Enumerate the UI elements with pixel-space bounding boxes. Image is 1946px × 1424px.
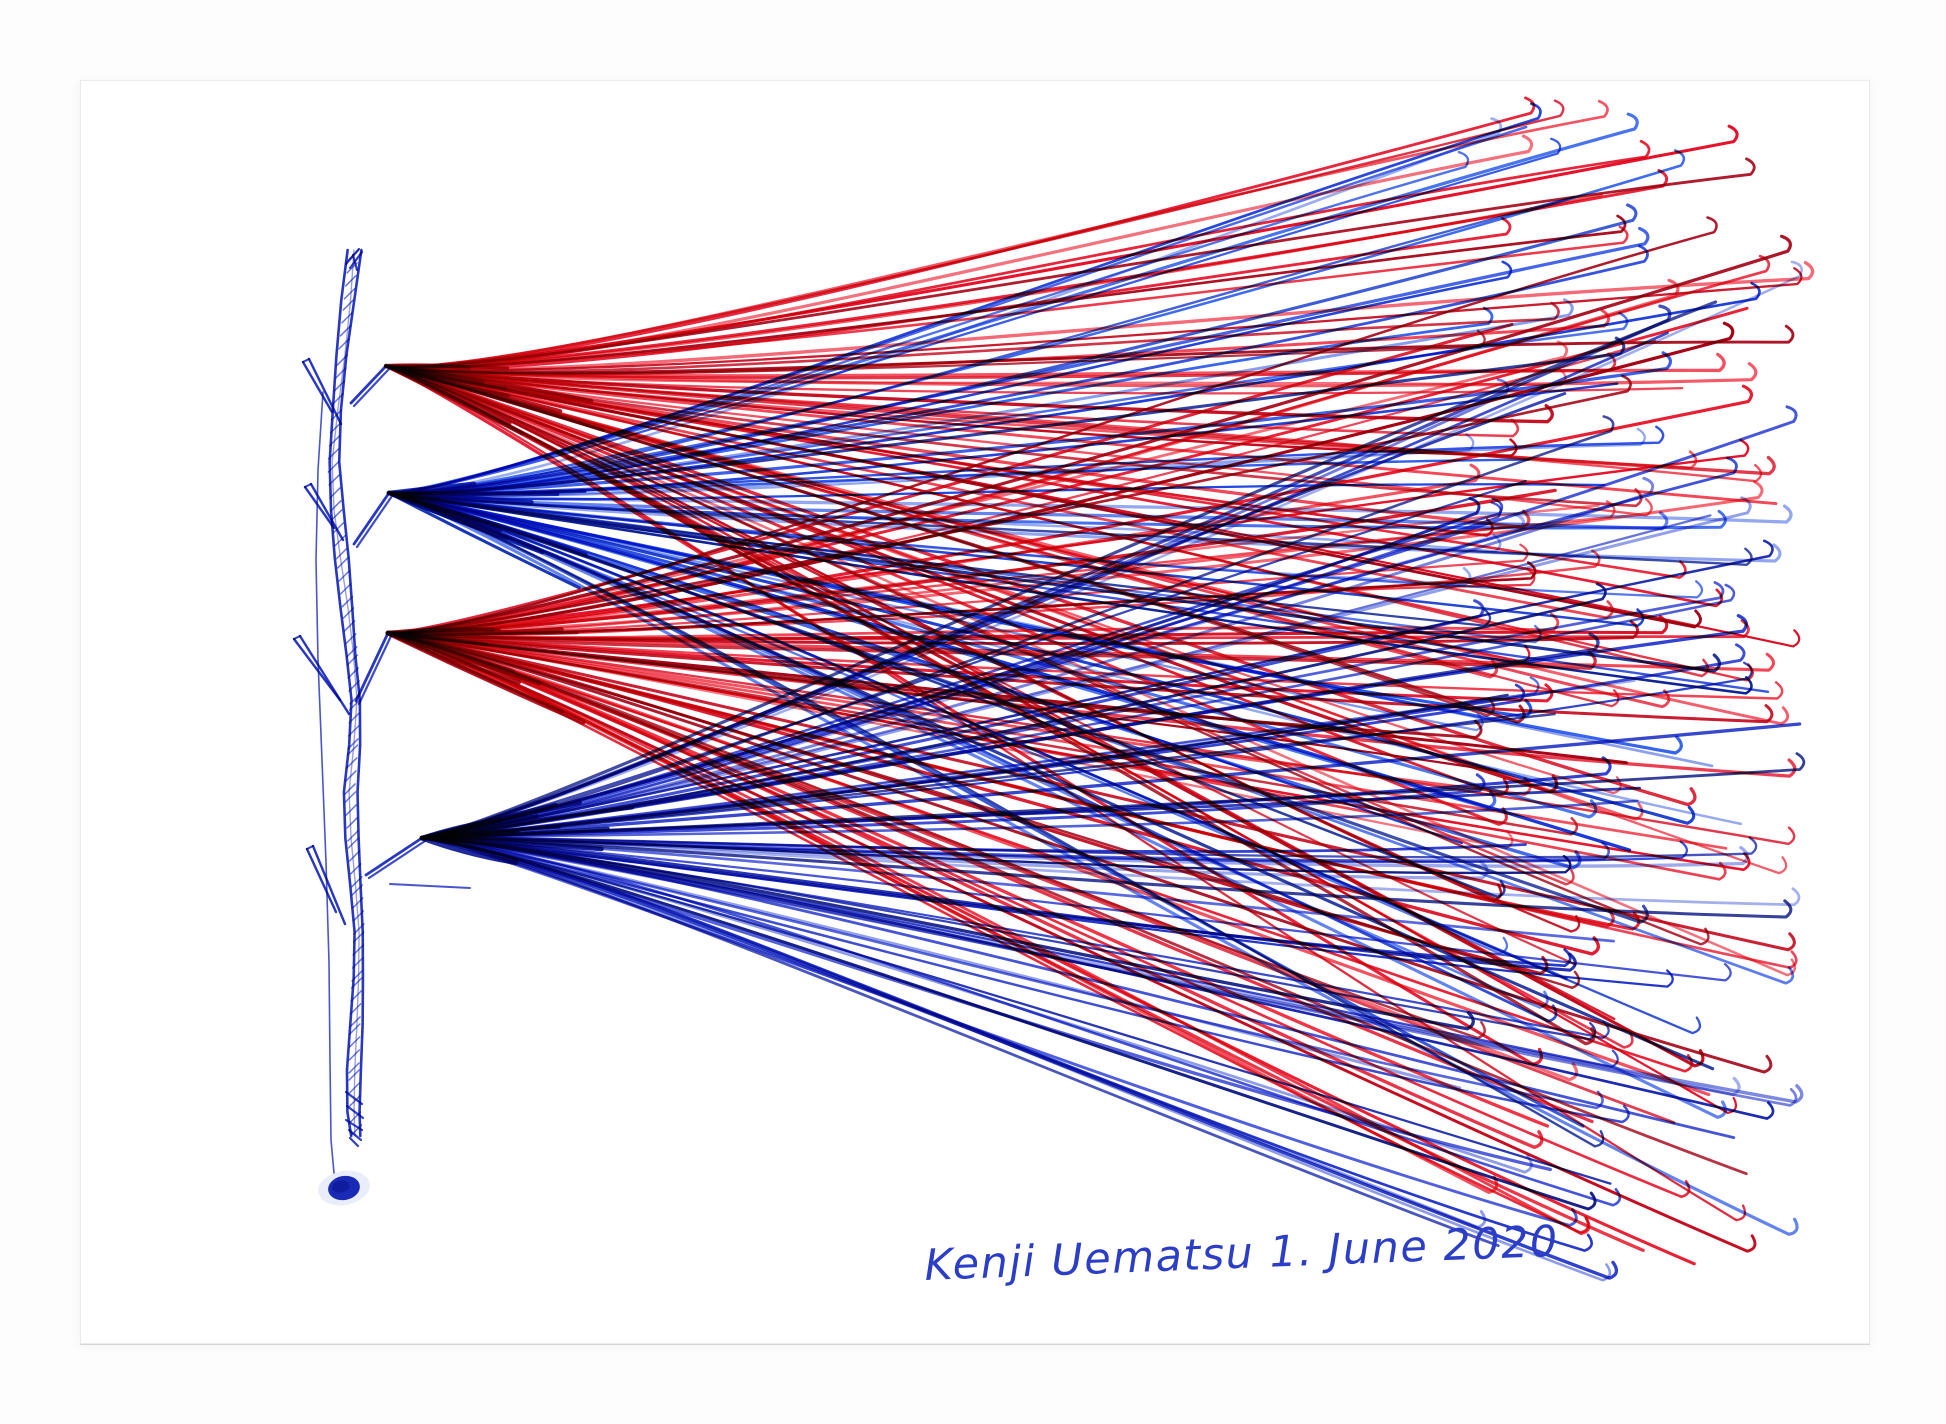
signature-text: Kenji Uematsu 1. June 2020	[924, 1217, 1560, 1291]
ray-fans	[383, 96, 1815, 1282]
branch-sketch	[292, 247, 471, 1206]
